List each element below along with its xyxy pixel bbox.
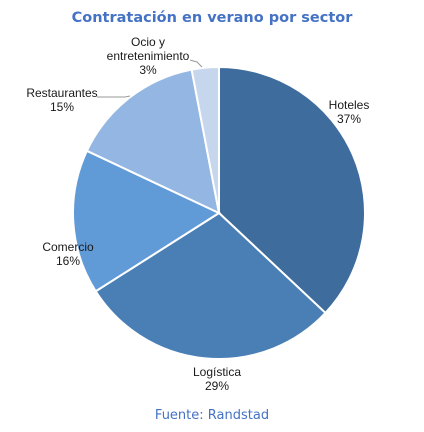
slice-value-text: 15% <box>50 100 74 114</box>
slice-category-text: Hoteles <box>329 98 370 112</box>
pie-slice-3 <box>85 68 221 215</box>
slice-label-1: Logística 29% <box>193 365 241 393</box>
chart-source: Fuente: Randstad <box>154 408 270 423</box>
pie-slice-2 <box>72 149 222 293</box>
slice-value-text: 16% <box>56 254 80 268</box>
slice-category-text: entretenimiento <box>107 49 190 63</box>
chart-title: Contratación en verano por sector <box>71 10 353 26</box>
pie-slice-0 <box>218 65 366 315</box>
slice-label-4: Ocio y entretenimiento 3% <box>107 35 190 77</box>
slice-value-text: 29% <box>205 379 229 393</box>
slice-label-0: Hoteles 37% <box>329 98 370 126</box>
leader-line-4 <box>189 59 203 68</box>
slice-label-3: Restaurantes 15% <box>26 86 97 114</box>
pie-slice-1 <box>94 211 327 360</box>
slice-value-text: 3% <box>139 63 157 77</box>
pie-slice-4 <box>190 65 220 214</box>
slice-category-text: Ocio y <box>131 35 165 49</box>
slice-value-text: 37% <box>337 112 361 126</box>
slice-category-text: Comercio <box>42 240 94 254</box>
leader-line-3 <box>97 95 131 98</box>
slice-category-text: Restaurantes <box>26 86 97 100</box>
slice-category-text: Logística <box>193 365 241 379</box>
slice-label-2: Comercio 16% <box>42 240 94 268</box>
